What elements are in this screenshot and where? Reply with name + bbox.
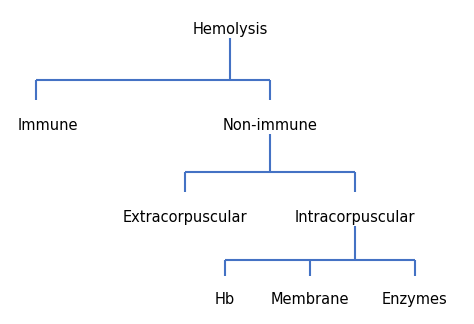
Text: Immune: Immune <box>18 118 79 133</box>
Text: Hemolysis: Hemolysis <box>192 22 268 37</box>
Text: Intracorpuscular: Intracorpuscular <box>295 210 415 225</box>
Text: Hb: Hb <box>215 292 235 307</box>
Text: Enzymes: Enzymes <box>382 292 448 307</box>
Text: Non-immune: Non-immune <box>223 118 318 133</box>
Text: Extracorpuscular: Extracorpuscular <box>123 210 247 225</box>
Text: Membrane: Membrane <box>271 292 349 307</box>
